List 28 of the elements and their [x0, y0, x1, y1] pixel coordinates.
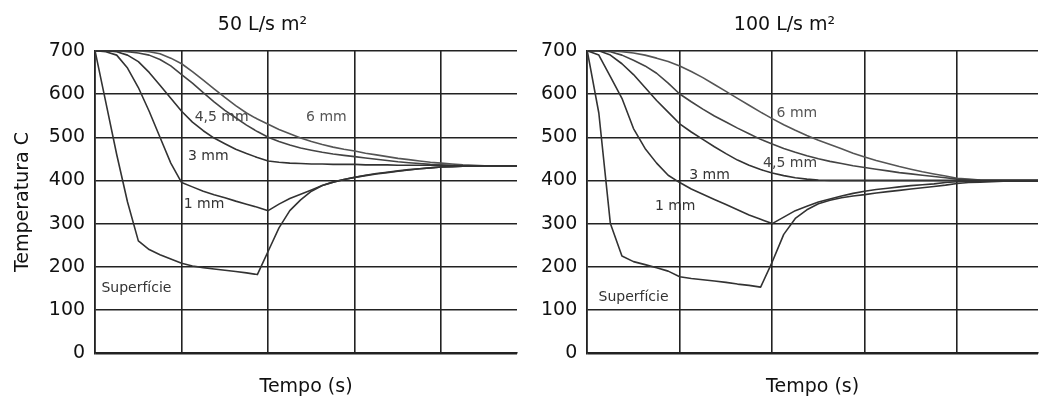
chart-title: 50 L/s m² — [217, 12, 308, 35]
series-label: 6 mm — [776, 104, 818, 121]
series-label: Superfície — [101, 279, 172, 296]
y-tick-label: 600 — [48, 80, 86, 103]
chart-title: 100 L/s m² — [733, 12, 836, 35]
y-tick-label: 200 — [48, 253, 86, 276]
series-label: Superfície — [598, 287, 669, 304]
y-tick-label: 300 — [48, 210, 86, 233]
series-label: 6 mm — [306, 108, 347, 125]
y-tick-label: 500 — [48, 124, 86, 147]
y-tick-label: 500 — [541, 124, 578, 147]
y-tick-label: 200 — [541, 253, 578, 276]
series-label: 3 mm — [187, 147, 229, 164]
y-axis-title: Temperatura C — [10, 131, 33, 274]
x-axis-title: Tempo (s) — [765, 373, 860, 396]
y-tick-label: 300 — [541, 210, 578, 233]
y-tick-label: 100 — [541, 296, 578, 319]
y-tick-label: 400 — [48, 167, 86, 190]
y-tick-label: 700 — [48, 37, 86, 60]
series-label: 1 mm — [183, 194, 225, 211]
x-axis-title: Tempo (s) — [258, 373, 353, 396]
y-tick-label: 100 — [48, 296, 86, 319]
y-tick-label: 700 — [541, 37, 578, 60]
y-tick-label: 0 — [565, 340, 578, 363]
series-label: 3 mm — [689, 165, 730, 182]
y-tick-label: 0 — [72, 340, 86, 363]
y-tick-label: 600 — [541, 80, 578, 103]
y-tick-label: 400 — [541, 167, 578, 190]
